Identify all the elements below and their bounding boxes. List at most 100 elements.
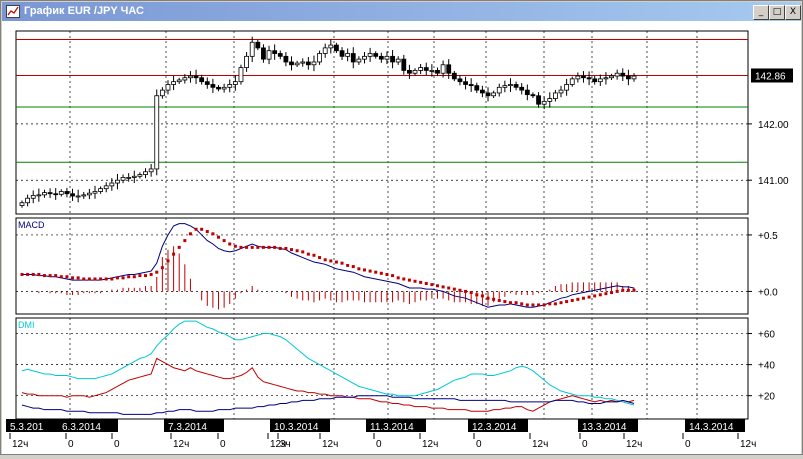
price-candle-body <box>625 75 631 80</box>
macd-signal-point <box>492 297 496 301</box>
date-label: 6.3.2014 <box>62 422 101 433</box>
macd-signal-point <box>127 275 131 279</box>
price-candle-body <box>92 191 98 194</box>
macd-signal-point <box>581 296 585 300</box>
price-candle-body <box>137 174 143 177</box>
macd-signal-point <box>256 245 260 249</box>
macd-signal-point <box>340 261 344 265</box>
dmi-minus-series <box>21 395 635 415</box>
price-candle-body <box>300 61 306 64</box>
macd-signal-point <box>110 277 114 281</box>
date-label: 13.3.2014 <box>582 422 627 433</box>
macd-signal-point <box>419 280 423 284</box>
price-candle-body <box>519 86 525 91</box>
window-title: График EUR /JPY ЧАС <box>24 5 144 17</box>
price-candle-body <box>289 61 294 66</box>
price-candle-body <box>244 55 249 69</box>
price-candle-body <box>429 70 435 72</box>
macd-signal-point <box>548 302 552 306</box>
macd-signal-point <box>149 272 153 276</box>
price-candle-body <box>109 182 115 187</box>
price-candle-body <box>193 75 199 79</box>
price-candle-body <box>440 64 446 74</box>
hour-label: 0 <box>582 439 588 450</box>
price-candle-body <box>564 84 570 91</box>
macd-signal-point <box>626 288 630 292</box>
price-candle-body <box>614 72 620 77</box>
macd-signal-point <box>205 230 209 234</box>
price-candle-body <box>609 75 614 79</box>
macd-signal-point <box>301 250 305 254</box>
price-candle-body <box>165 84 171 91</box>
macd-signal-point <box>194 227 198 231</box>
macd-signal-point <box>447 286 451 290</box>
macd-signal-point <box>144 274 148 278</box>
title-bar[interactable]: График EUR /JPY ЧАС _ □ X <box>2 2 801 21</box>
hour-label: 0 <box>685 439 691 450</box>
macd-signal-point <box>587 295 591 299</box>
macd-signal-point <box>537 303 541 307</box>
minimize-button[interactable]: _ <box>753 5 769 20</box>
macd-signal-point <box>104 277 108 281</box>
macd-signal-point <box>497 298 501 302</box>
dmi-ytick-label: +20 <box>758 392 775 403</box>
hour-label: 12ч <box>740 439 756 450</box>
macd-signal-point <box>177 245 181 249</box>
macd-signal-point <box>65 275 69 279</box>
macd-signal-point <box>82 277 86 281</box>
macd-signal-point <box>295 249 299 253</box>
price-candle-body <box>322 47 328 54</box>
macd-signal-point <box>26 272 30 276</box>
price-candle-body <box>446 64 452 74</box>
macd-signal-point <box>200 227 204 231</box>
hour-label: 12ч <box>422 439 438 450</box>
price-candle-body <box>513 84 519 88</box>
macd-signal-point <box>228 242 232 246</box>
macd-signal-point <box>306 252 310 256</box>
price-candle-body <box>468 84 474 87</box>
macd-frame <box>15 217 749 315</box>
macd-signal-point <box>323 258 327 262</box>
macd-signal-point <box>155 270 159 274</box>
date-label: 14.3.2014 <box>689 422 734 433</box>
price-candle-body <box>204 81 210 85</box>
macd-signal-point <box>368 269 372 273</box>
hour-label: 12ч <box>532 439 548 450</box>
price-candle-body <box>463 81 468 85</box>
price-ytick-label: 141.00 <box>758 176 789 187</box>
macd-signal-point <box>312 253 316 257</box>
price-candle-body <box>120 176 126 181</box>
macd-signal-point <box>407 278 411 282</box>
price-candle-body <box>283 55 289 63</box>
maximize-button[interactable]: □ <box>769 5 785 20</box>
price-candle-body <box>143 171 148 175</box>
dmi-title: DMI <box>18 320 35 330</box>
price-candle-body <box>631 75 637 80</box>
price-candle-body <box>30 195 36 199</box>
close-button[interactable]: X <box>785 5 801 20</box>
date-label-box <box>366 419 426 432</box>
price-candle-body <box>491 92 497 97</box>
price-candle-body <box>86 192 92 196</box>
hour-label: 0 <box>114 439 120 450</box>
price-candle-body <box>272 50 278 54</box>
macd-ytick-label: +0.0 <box>758 287 778 298</box>
macd-signal-point <box>250 245 254 249</box>
price-candle-body <box>390 55 395 63</box>
macd-signal-point <box>31 272 35 276</box>
macd-signal-point <box>37 272 41 276</box>
macd-signal-point <box>385 272 389 276</box>
macd-signal-point <box>351 265 355 269</box>
macd-signal-point <box>615 289 619 293</box>
price-candle-body <box>558 89 564 94</box>
date-label: 5.3.201 <box>10 422 44 433</box>
price-candle-body <box>25 197 31 204</box>
dmi-ytick-label: +60 <box>758 330 775 341</box>
price-candle-body <box>277 53 283 57</box>
price-candle-body <box>367 53 373 57</box>
macd-panel: +0.5 +0.0 MACD <box>15 217 778 315</box>
minimize-icon: _ <box>758 7 764 17</box>
macd-signal-point <box>441 285 445 289</box>
price-candle-body <box>53 193 59 196</box>
